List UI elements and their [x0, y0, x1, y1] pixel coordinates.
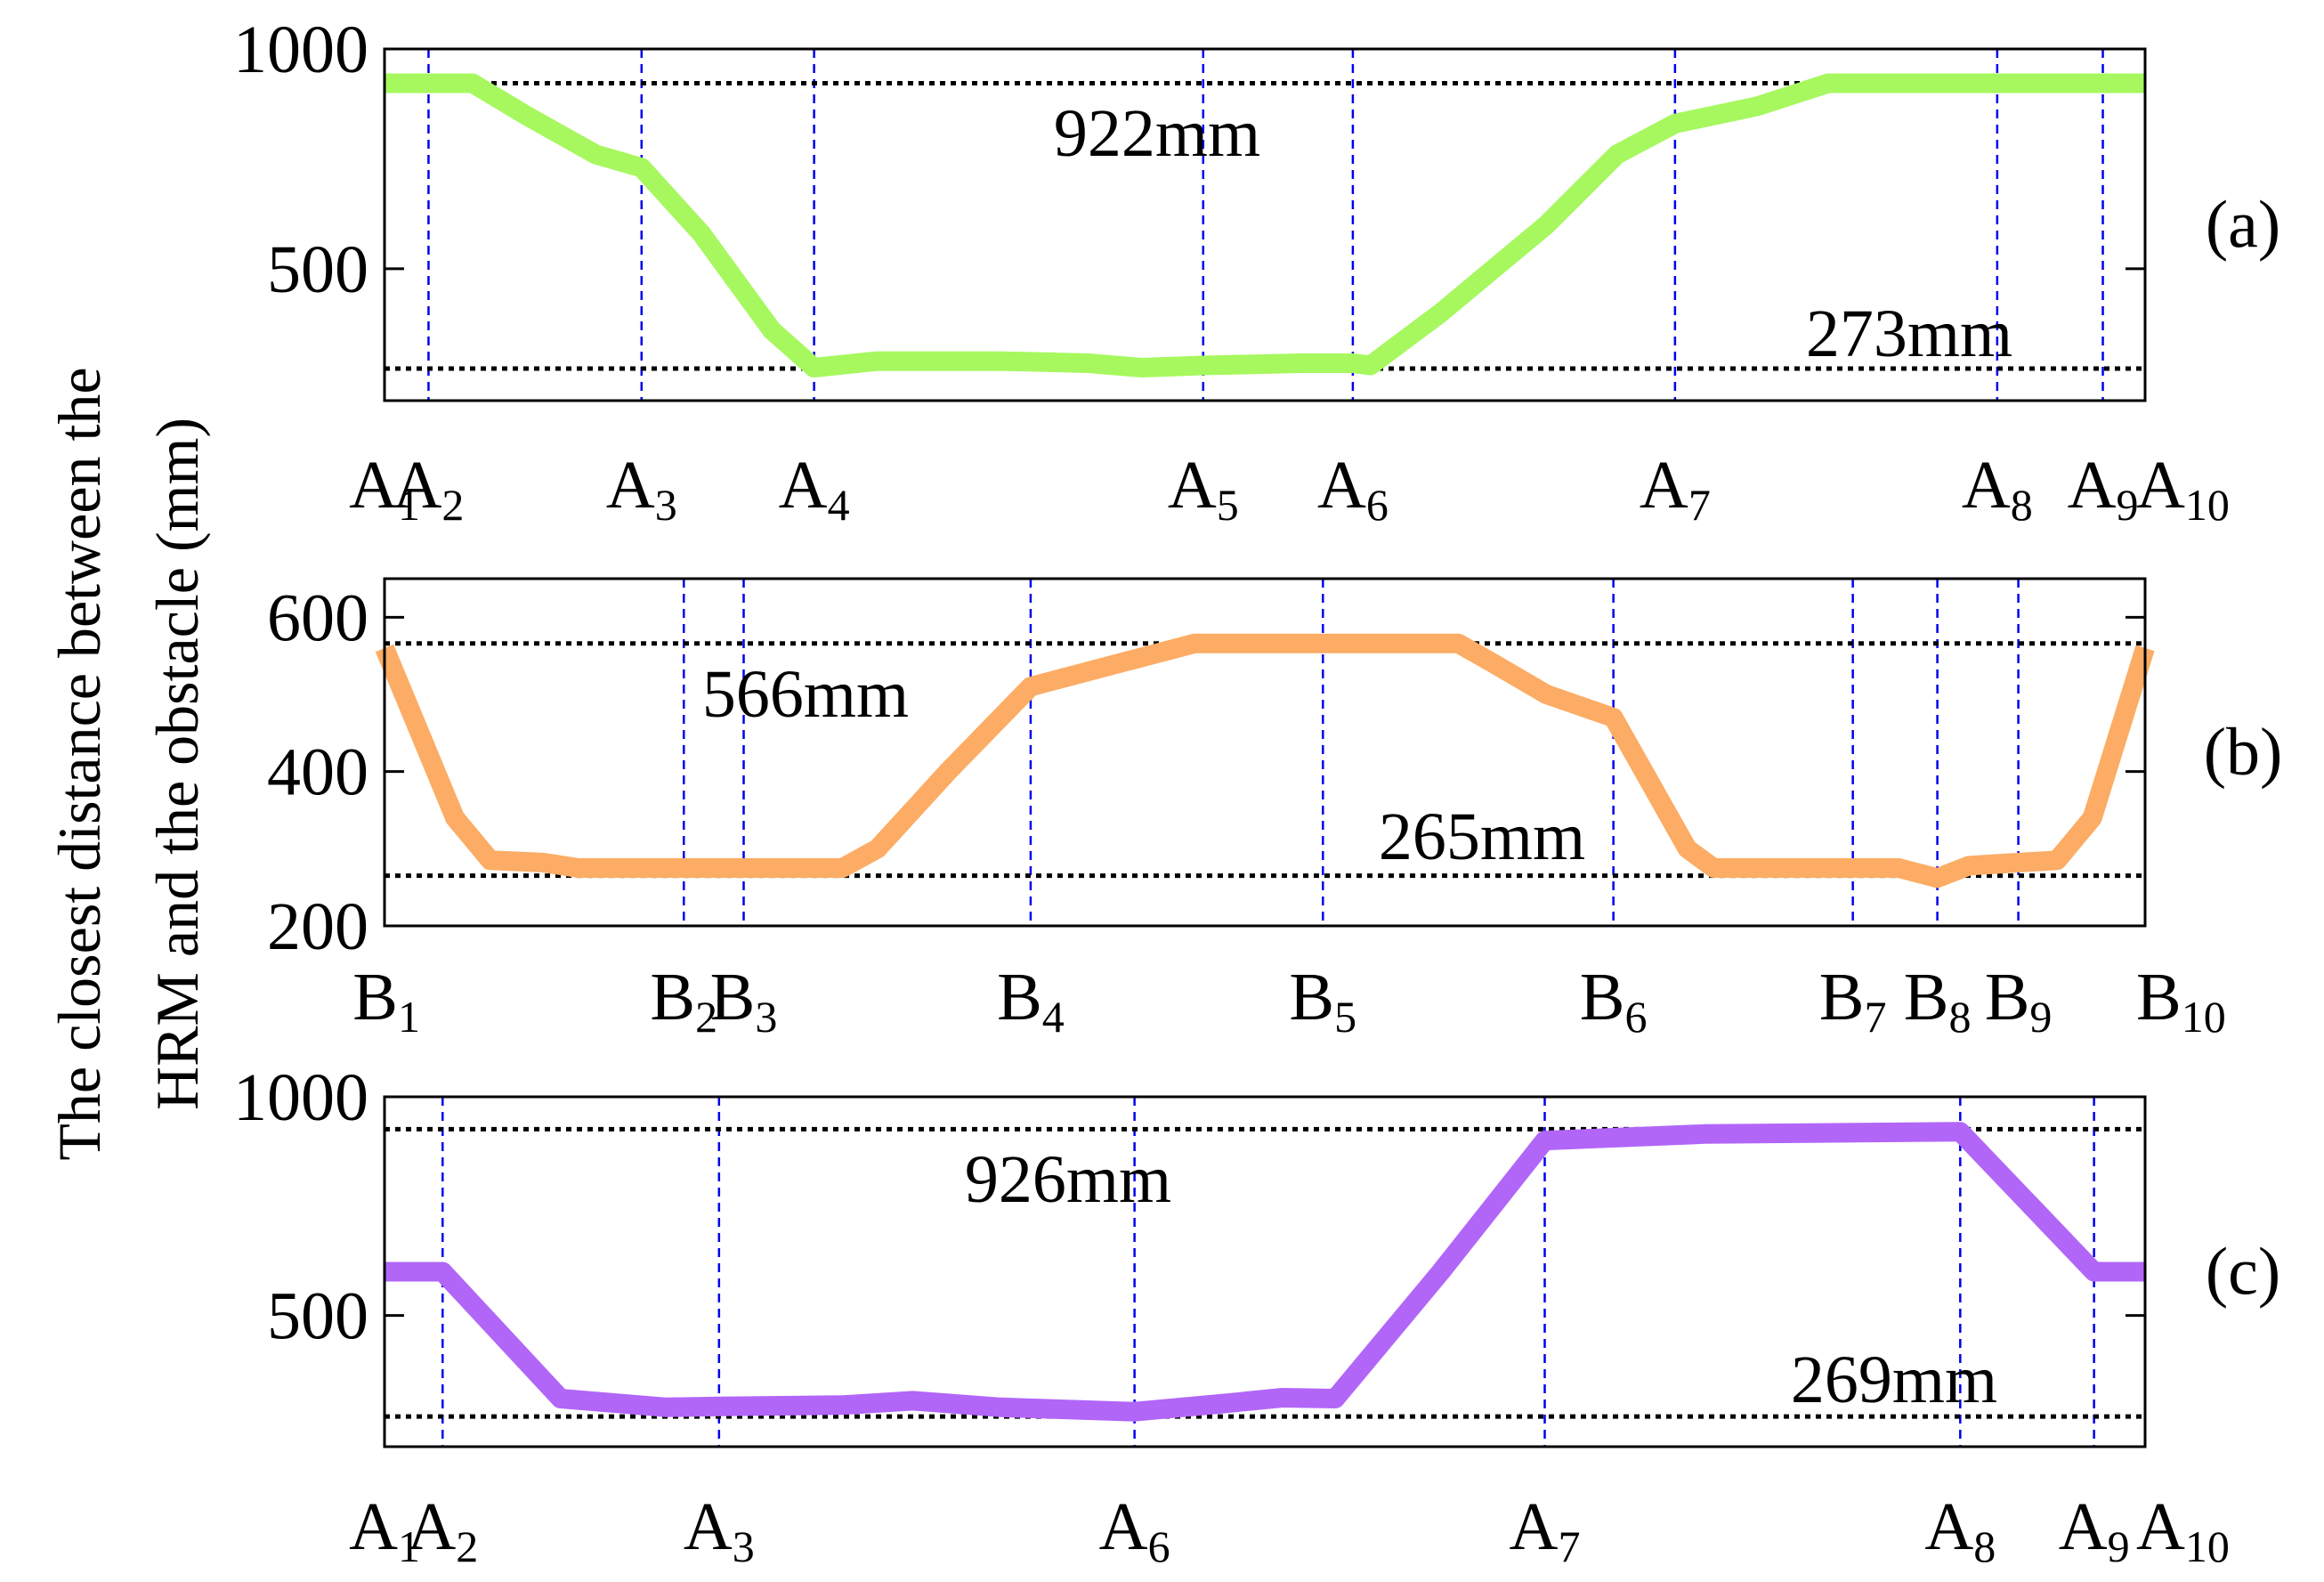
y-tick-label: 400 — [267, 735, 368, 810]
marker-label-A5: A5 — [1168, 448, 1239, 530]
y-tick-label: 600 — [267, 580, 368, 655]
marker-label-A6: A6 — [1099, 1489, 1170, 1571]
reference-label-566: 566mm — [702, 657, 909, 732]
marker-label-A10: A10 — [2136, 1489, 2230, 1571]
marker-label-A8: A8 — [1962, 448, 2033, 530]
marker-label-A7: A7 — [1510, 1489, 1581, 1571]
marker-label-B7: B7 — [1819, 960, 1887, 1042]
plot-frame — [383, 577, 2147, 928]
marker-label-A2: A2 — [393, 448, 465, 530]
y-tick-label: 1000 — [233, 12, 368, 87]
series-line-2 — [375, 633, 2155, 888]
marker-label-A6: A6 — [1317, 448, 1389, 530]
y-tick-label: 500 — [267, 1279, 368, 1354]
marker-label-B6: B6 — [1580, 960, 1648, 1042]
marker-label-B8: B8 — [1904, 960, 1972, 1042]
panel-label: (a) — [2206, 188, 2280, 263]
marker-label-A10: A10 — [2136, 448, 2230, 530]
reference-label-922: 922mm — [1054, 96, 1260, 171]
y-tick-label: 200 — [267, 889, 368, 964]
panel-label: (c) — [2206, 1235, 2280, 1310]
plot-frame — [383, 47, 2147, 402]
reference-label-273: 273mm — [1806, 296, 2012, 371]
reference-label-269: 269mm — [1791, 1343, 1997, 1417]
marker-label-A9: A9 — [2068, 448, 2139, 530]
marker-label-B9: B9 — [1985, 960, 2053, 1042]
marker-label-B1: B1 — [352, 960, 420, 1042]
marker-label-A3: A3 — [684, 1489, 755, 1571]
marker-label-B3: B3 — [710, 960, 778, 1042]
series-line-3 — [385, 1122, 2145, 1422]
marker-label-B5: B5 — [1289, 960, 1356, 1042]
marker-label-A2: A2 — [407, 1489, 478, 1571]
marker-label-B2: B2 — [650, 960, 717, 1042]
marker-label-A4: A4 — [779, 448, 850, 530]
y-tick-label: 500 — [267, 232, 368, 307]
y-axis-label-line1: The closest distance between the — [45, 367, 113, 1160]
marker-label-A1: A1 — [349, 448, 420, 530]
marker-label-B10: B10 — [2136, 960, 2226, 1042]
reference-label-926: 926mm — [965, 1142, 1171, 1217]
marker-label-B4: B4 — [997, 960, 1065, 1042]
plot-frame — [383, 1095, 2147, 1448]
reference-label-265: 265mm — [1379, 799, 1585, 874]
marker-label-A7: A7 — [1640, 448, 1711, 530]
y-axis-label-line2: HRM and the obstacle (mm) — [143, 418, 211, 1110]
series-line-1 — [385, 73, 2145, 377]
marker-label-A8: A8 — [1924, 1489, 1996, 1571]
marker-label-A3: A3 — [606, 448, 677, 530]
marker-label-A9: A9 — [2059, 1489, 2130, 1571]
panel-label: (b) — [2204, 715, 2283, 790]
marker-label-A1: A1 — [349, 1489, 420, 1571]
y-tick-label: 1000 — [233, 1060, 368, 1135]
